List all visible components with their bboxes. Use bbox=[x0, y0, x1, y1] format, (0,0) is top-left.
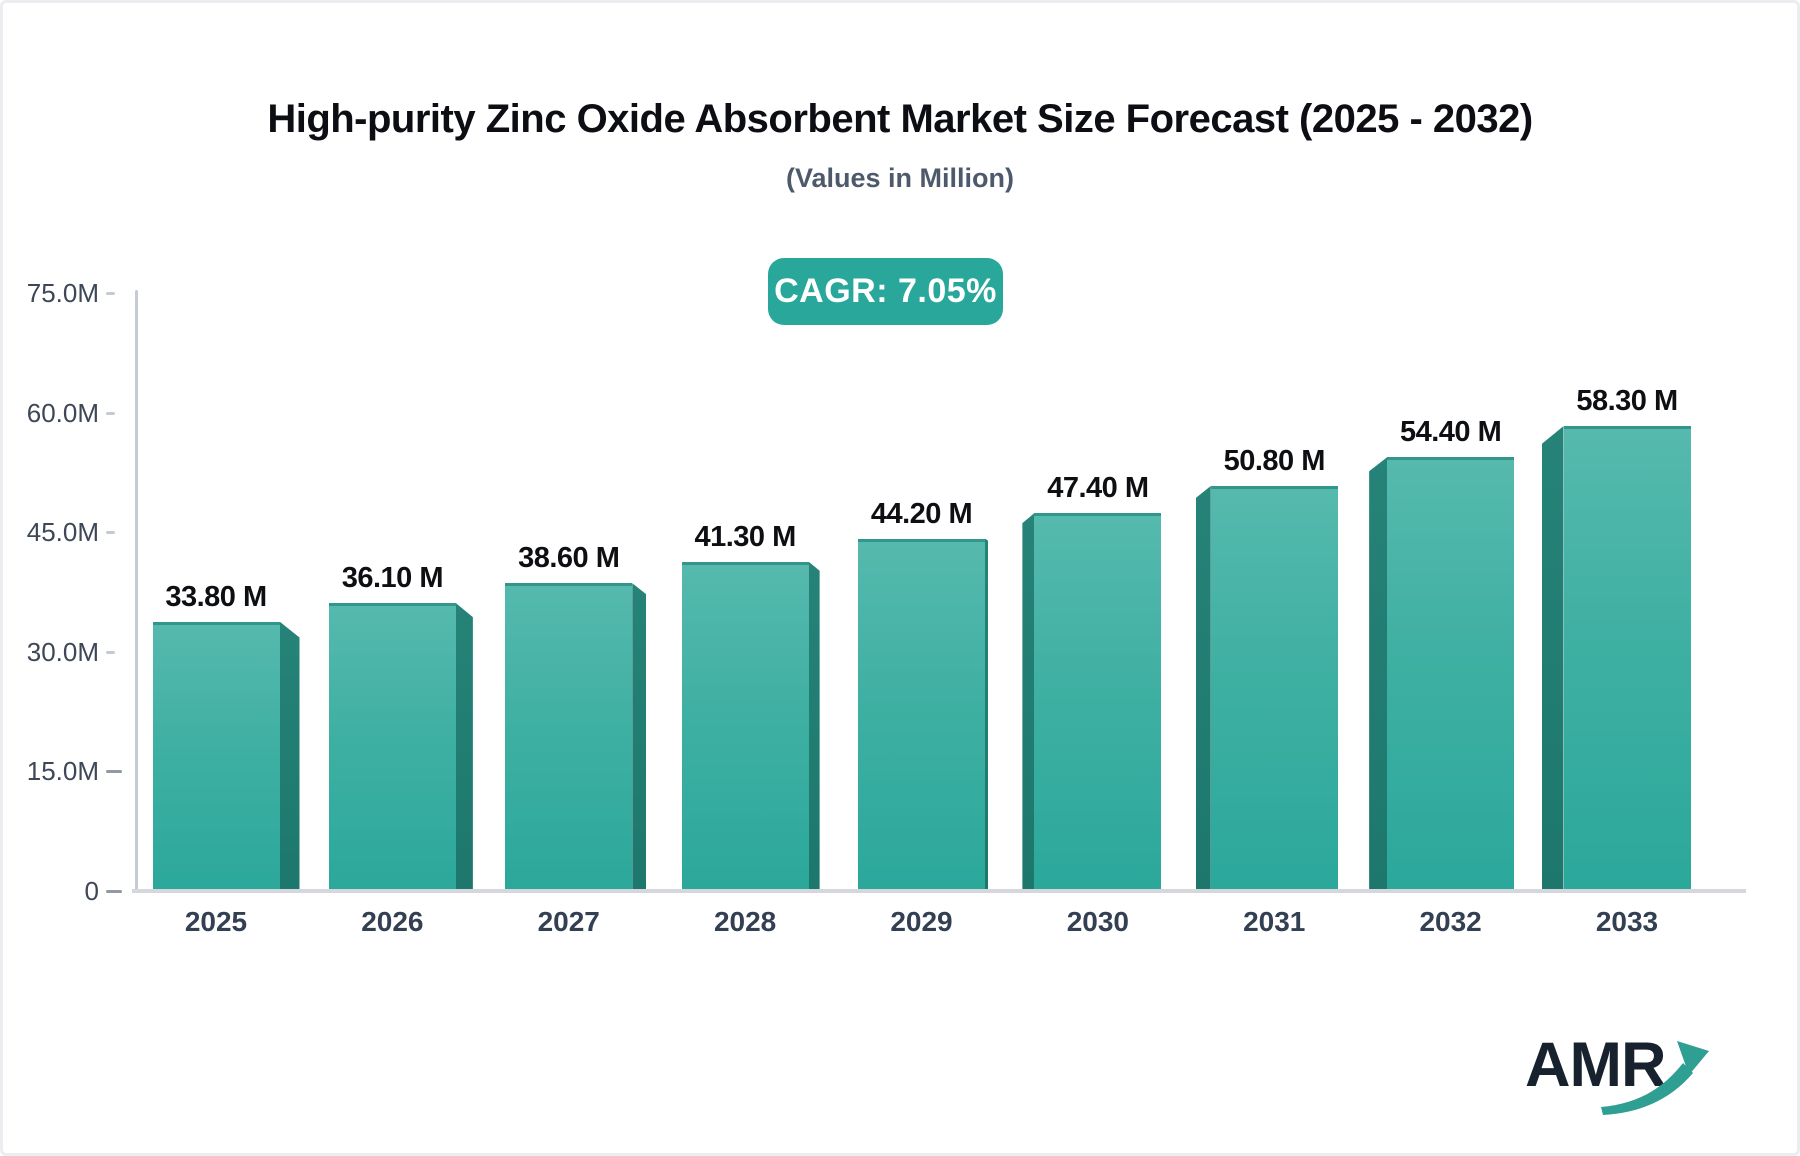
value-label-2030: 47.40 M bbox=[1047, 472, 1149, 505]
bar-2027 bbox=[505, 583, 633, 889]
year-label-2025: 2025 bbox=[184, 906, 248, 937]
value-label-2033: 58.30 M bbox=[1576, 385, 1678, 418]
value-label-2032: 54.40 M bbox=[1399, 416, 1502, 449]
value-label-2025: 33.80 M bbox=[165, 580, 267, 613]
chart-title: High-purity Zinc Oxide Absorbent Market … bbox=[267, 97, 1533, 141]
y-tick-dash bbox=[106, 770, 122, 774]
cagr-badge: CAGR: 7.05% bbox=[768, 258, 1003, 325]
growth-arrow-icon bbox=[1601, 1041, 1709, 1115]
y-tick-dash bbox=[106, 531, 115, 535]
value-label-2027: 38.60 M bbox=[518, 542, 620, 575]
year-label-2033: 2033 bbox=[1595, 906, 1659, 937]
year-label-2029: 2029 bbox=[890, 906, 953, 937]
y-tick-label: 45.0M bbox=[26, 517, 99, 548]
year-label-2027: 2027 bbox=[537, 906, 600, 937]
year-label-2032: 2032 bbox=[1419, 906, 1482, 937]
bar-2029 bbox=[858, 538, 985, 889]
y-tick-dash bbox=[106, 890, 122, 893]
amr-logo-text: AMR bbox=[1525, 1030, 1666, 1100]
year-label-2026: 2026 bbox=[361, 906, 424, 937]
y-tick-dash bbox=[106, 411, 115, 415]
bar-side-2026 bbox=[455, 603, 473, 889]
y-axis-line bbox=[135, 290, 138, 893]
value-label-2026: 36.10 M bbox=[341, 562, 444, 595]
year-label-2028: 2028 bbox=[713, 906, 777, 937]
y-tick-dash bbox=[106, 650, 115, 654]
y-tick-dash bbox=[106, 292, 115, 295]
bar-side-2030 bbox=[1022, 513, 1035, 889]
year-label-2031: 2031 bbox=[1243, 906, 1306, 937]
bar-2028 bbox=[681, 561, 809, 889]
y-tick-label: 0 bbox=[84, 876, 99, 906]
bar-2031 bbox=[1210, 485, 1338, 889]
bar-side-2025 bbox=[279, 621, 300, 889]
bar-side-2029 bbox=[985, 538, 988, 889]
y-tick-label: 15.0M bbox=[26, 756, 99, 787]
bar-2033 bbox=[1563, 426, 1691, 889]
x-axis-line bbox=[132, 889, 1746, 893]
bar-side-2028 bbox=[808, 561, 820, 889]
chart-subtitle: (Values in Million) bbox=[785, 163, 1015, 193]
bar-2026 bbox=[328, 603, 456, 889]
value-label-2029: 44.20 M bbox=[870, 497, 973, 530]
bar-2032 bbox=[1387, 457, 1515, 889]
y-tick-label: 60.0M bbox=[26, 397, 99, 428]
bar-side-2032 bbox=[1369, 457, 1388, 889]
bar-2030 bbox=[1034, 513, 1162, 889]
y-tick-label: 30.0M bbox=[26, 636, 99, 667]
bar-2025 bbox=[152, 621, 280, 889]
value-label-2028: 41.30 M bbox=[694, 520, 796, 553]
bar-side-2027 bbox=[632, 583, 647, 889]
amr-logo: AMR bbox=[1525, 1029, 1725, 1129]
y-tick-label: 75.0M bbox=[26, 278, 99, 308]
value-label-2031: 50.80 M bbox=[1223, 444, 1326, 477]
bar-side-2031 bbox=[1195, 485, 1211, 889]
year-label-2030: 2030 bbox=[1066, 906, 1130, 937]
bar-side-2033 bbox=[1541, 426, 1564, 889]
